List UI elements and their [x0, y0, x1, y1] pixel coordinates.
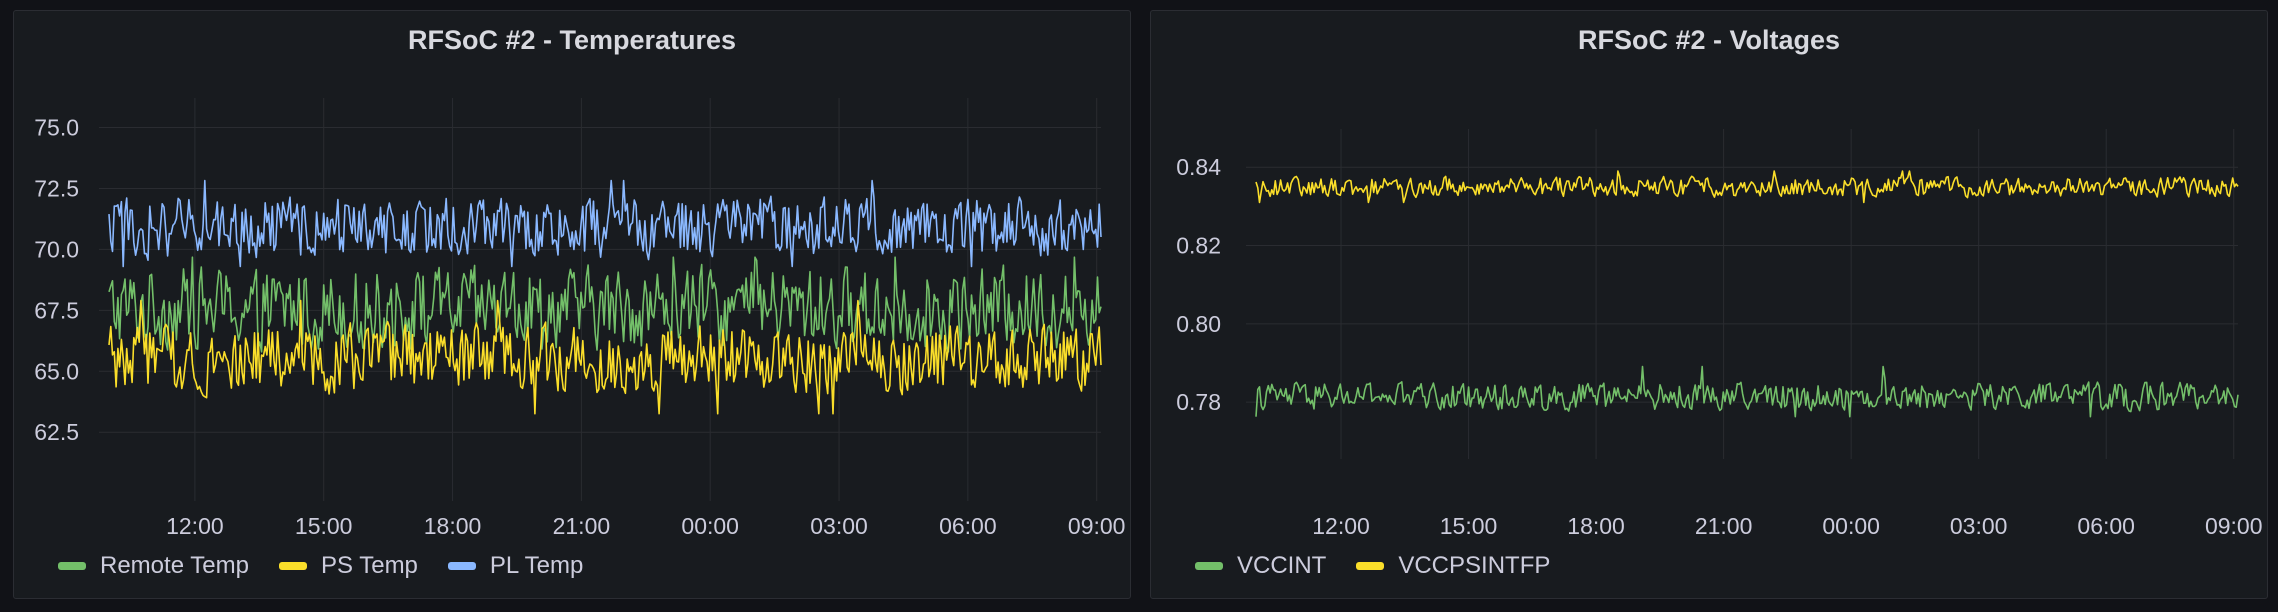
temperatures-panel[interactable]: RFSoC #2 - Temperatures 62.5 65.0 67.5 70.0… [13, 10, 1131, 599]
x-tick-label: 15:00 [1440, 513, 1498, 539]
legend-label: VCCINT [1237, 552, 1327, 579]
series-line-vccint [1255, 365, 2239, 418]
y-tick-label: 62.5 [34, 419, 79, 445]
y-tick-label: 65.0 [34, 358, 79, 384]
voltages-chart: 0.78 0.80 0.82 0.84 12:00 15:00 18:00 21:00 00:0… [1176, 129, 2263, 539]
legend: Remote Temp PS Temp PL Temp [58, 549, 583, 583]
y-tick-label: 0.80 [1176, 311, 1221, 337]
x-tick-label: 03:00 [1950, 513, 2008, 539]
series-line-ps-temp [108, 299, 1102, 415]
x-tick-label: 00:00 [1822, 513, 1880, 539]
x-tick-label: 00:00 [681, 513, 739, 539]
legend-item-vccint[interactable]: VCCINT [1195, 552, 1326, 580]
legend-label: VCCPSINTFP [1398, 552, 1551, 579]
legend-item-pl-temp[interactable]: PL Temp [447, 552, 584, 580]
legend-swatch [1195, 562, 1223, 570]
x-tick-label: 09:00 [2205, 513, 2263, 539]
voltages-panel[interactable]: RFSoC #2 - Voltages 0.78 0.80 0.82 0.84 12:0… [1150, 10, 2268, 599]
legend-label: Remote Temp [100, 552, 249, 579]
legend-item-remote-temp[interactable]: Remote Temp [58, 552, 249, 580]
x-tick-label: 21:00 [1695, 513, 1753, 539]
legend-item-vccpsintfp[interactable]: VCCPSINTFP [1356, 552, 1550, 580]
panel-title[interactable]: RFSoC #2 - Temperatures [407, 25, 737, 55]
x-tick-label: 06:00 [2077, 513, 2135, 539]
y-tick-label: 0.82 [1176, 233, 1221, 259]
series-line-remote-temp [108, 256, 1102, 353]
legend: VCCINT VCCPSINTFP [1195, 549, 1550, 583]
legend-swatch [447, 562, 476, 570]
y-tick-label: 0.84 [1176, 154, 1221, 180]
series-line-pl-temp [108, 179, 1102, 268]
x-tick-label: 03:00 [810, 513, 868, 539]
y-tick-label: 75.0 [34, 115, 79, 141]
panel-title[interactable]: RFSoC #2 - Voltages [1577, 25, 1841, 55]
x-tick-label: 18:00 [1567, 513, 1625, 539]
x-tick-label: 21:00 [553, 513, 611, 539]
temperatures-chart: 62.5 65.0 67.5 70.0 72.5 75.0 12:00 15:00 18:00 2… [34, 98, 1126, 539]
x-tick-label: 09:00 [1068, 513, 1126, 539]
legend-item-ps-temp[interactable]: PS Temp [278, 552, 418, 580]
y-tick-label: 0.78 [1176, 389, 1221, 415]
legend-swatch [58, 562, 86, 570]
y-tick-label: 72.5 [34, 175, 79, 201]
legend-swatch [1356, 562, 1385, 570]
x-tick-label: 12:00 [1312, 513, 1370, 539]
legend-label: PS Temp [320, 552, 418, 579]
legend-swatch [278, 562, 307, 570]
x-tick-label: 18:00 [424, 513, 482, 539]
x-tick-label: 15:00 [295, 513, 353, 539]
y-tick-label: 70.0 [34, 236, 79, 262]
y-tick-label: 67.5 [34, 297, 79, 323]
x-tick-label: 06:00 [939, 513, 997, 539]
legend-label: PL Temp [489, 552, 584, 579]
x-tick-label: 12:00 [166, 513, 224, 539]
series-line-vccpsintfp [1255, 170, 2239, 204]
